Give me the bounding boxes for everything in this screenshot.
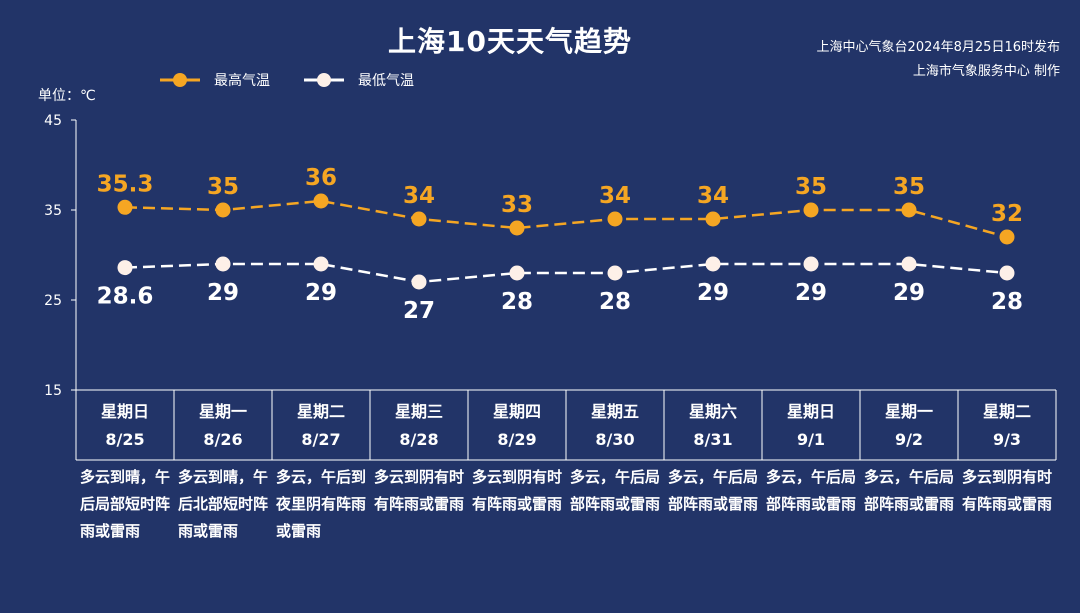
data-point-low: [999, 265, 1015, 281]
credit-block: 上海中心气象台2024年8月25日16时发布 上海市气象服务中心 制作: [817, 36, 1060, 84]
day-header: 星期一 8/26: [174, 392, 272, 460]
data-point-low: [313, 256, 329, 272]
weather-description: 多云到晴，午后北部短时阵雨或雷雨: [178, 468, 269, 540]
weekday-label: 星期三: [394, 402, 443, 421]
data-point-high: [117, 199, 133, 215]
weather-description: 多云，午后到夜里阴有阵雨或雷雨: [276, 468, 367, 540]
data-label-low: 28.6: [97, 284, 154, 310]
day-header: 星期六 8/31: [664, 392, 762, 460]
data-label-low: 29: [795, 280, 827, 306]
weather-description: 多云到阴有时有阵雨或雷雨: [472, 468, 563, 513]
data-label-low: 29: [893, 280, 925, 306]
day-header: 星期日 9/1: [762, 392, 860, 460]
data-label-high: 35: [893, 174, 925, 200]
weather-description: 多云，午后局部阵雨或雷雨: [668, 468, 759, 513]
legend-low-marker: [304, 73, 344, 87]
data-point-high: [215, 202, 231, 218]
date-label: 9/2: [894, 430, 924, 449]
data-label-low: 27: [403, 298, 435, 324]
data-point-low: [509, 265, 525, 281]
data-point-low: [901, 256, 917, 272]
weekday-label: 星期四: [492, 402, 541, 421]
weather-description: 多云，午后局部阵雨或雷雨: [766, 468, 857, 513]
weekday-label: 星期一: [884, 402, 933, 421]
weather-description: 多云到阴有时有阵雨或雷雨: [374, 468, 465, 513]
weekday-label: 星期日: [786, 402, 835, 421]
legend-item-low: 最低气温: [304, 70, 414, 90]
data-point-high: [705, 211, 721, 227]
data-point-low: [117, 260, 133, 276]
data-point-high: [607, 211, 623, 227]
date-label: 8/27: [301, 430, 341, 449]
data-label-high: 33: [501, 192, 533, 218]
data-point-low: [803, 256, 819, 272]
data-label-high: 35: [207, 174, 239, 200]
y-axis-unit: 单位：℃: [38, 88, 96, 104]
legend-low-label: 最低气温: [358, 73, 414, 89]
legend-item-high: 最高气温: [160, 70, 270, 90]
series-line-high: [124, 199, 1008, 239]
weekday-label: 星期一: [198, 402, 247, 421]
data-point-high: [411, 211, 427, 227]
producer-note: 上海市气象服务中心 制作: [912, 64, 1060, 79]
day-header: 星期日 8/25: [76, 392, 174, 460]
series-line-low: [124, 262, 1008, 284]
data-point-low: [607, 265, 623, 281]
date-label: 8/29: [497, 430, 537, 449]
data-label-high: 32: [991, 201, 1023, 227]
weekday-label: 星期六: [688, 402, 737, 421]
date-label: 8/26: [203, 430, 243, 449]
day-header: 星期四 8/29: [468, 392, 566, 460]
weekday-label: 星期五: [590, 402, 639, 421]
y-tick-label: 35: [44, 203, 62, 219]
y-tick-label: 25: [44, 293, 62, 309]
weather-description: 多云到阴有时有阵雨或雷雨: [962, 468, 1053, 513]
weather-description: 多云，午后局部阵雨或雷雨: [570, 468, 661, 513]
weekday-label: 星期二: [982, 402, 1031, 421]
data-label-high: 34: [403, 183, 435, 209]
date-label: 8/30: [595, 430, 635, 449]
data-label-low: 29: [305, 280, 337, 306]
data-label-low: 28: [991, 289, 1023, 315]
data-label-high: 34: [697, 183, 729, 209]
date-label: 8/28: [399, 430, 439, 449]
y-tick-label: 15: [44, 383, 62, 399]
date-label: 8/31: [693, 430, 733, 449]
data-point-high: [803, 202, 819, 218]
day-header: 星期二 9/3: [958, 392, 1056, 460]
data-label-high: 36: [305, 165, 337, 191]
legend-high-marker: [160, 73, 200, 87]
data-point-low: [411, 274, 427, 290]
data-point-low: [705, 256, 721, 272]
legend-high-label: 最高气温: [214, 73, 270, 89]
data-point-high: [313, 193, 329, 209]
data-point-low: [215, 256, 231, 272]
data-point-high: [509, 220, 525, 236]
weekday-label: 星期日: [100, 402, 149, 421]
data-label-low: 29: [697, 280, 729, 306]
chart-title: 上海10天天气趋势: [388, 25, 632, 58]
date-label: 9/1: [796, 430, 826, 449]
data-label-high: 34: [599, 183, 631, 209]
data-label-high: 35: [795, 174, 827, 200]
legend: 最高气温 最低气温: [160, 70, 414, 90]
data-label-low: 28: [599, 289, 631, 315]
day-header: 星期二 8/27: [272, 392, 370, 460]
data-label-low: 28: [501, 289, 533, 315]
day-header: 星期一 9/2: [860, 392, 958, 460]
day-header: 星期三 8/28: [370, 392, 468, 460]
issue-note: 上海中心气象台2024年8月25日16时发布: [816, 40, 1060, 55]
weather-description: 多云到晴，午后局部短时阵雨或雷雨: [80, 468, 171, 540]
date-label: 9/3: [992, 430, 1022, 449]
data-point-high: [999, 229, 1015, 245]
y-tick-label: 45: [44, 113, 62, 129]
weekday-label: 星期二: [296, 402, 345, 421]
date-label: 8/25: [105, 430, 145, 449]
data-point-high: [901, 202, 917, 218]
data-label-low: 29: [207, 280, 239, 306]
day-header: 星期五 8/30: [566, 392, 664, 460]
data-label-high: 35.3: [97, 171, 154, 197]
weather-description: 多云，午后局部阵雨或雷雨: [864, 468, 955, 513]
